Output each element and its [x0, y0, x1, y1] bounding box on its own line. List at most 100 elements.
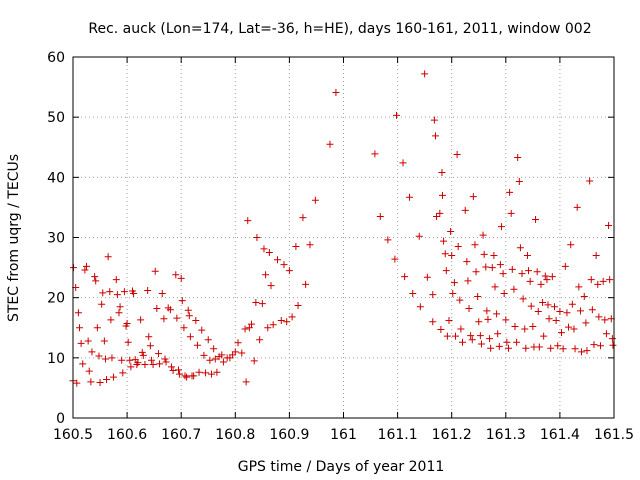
data-point	[81, 266, 89, 274]
data-point	[467, 332, 475, 340]
data-point	[190, 372, 198, 380]
data-point	[139, 351, 147, 359]
data-point	[145, 333, 153, 341]
data-point	[450, 279, 458, 287]
y-tick-label: 40	[47, 170, 65, 186]
data-point	[104, 253, 112, 261]
data-point	[513, 338, 521, 346]
data-point	[73, 379, 81, 387]
data-point	[219, 358, 227, 366]
data-point	[559, 345, 567, 353]
chart-title: Rec. auck (Lon=174, Lat=-36, h=HE), days…	[88, 21, 591, 37]
data-point	[176, 370, 184, 378]
data-point	[588, 306, 596, 314]
data-point	[156, 360, 164, 368]
data-point	[183, 373, 191, 381]
data-point	[502, 316, 510, 324]
data-point	[256, 336, 264, 344]
data-point	[371, 150, 379, 158]
data-point	[180, 324, 188, 332]
data-point	[431, 132, 439, 140]
data-point	[533, 268, 541, 276]
data-point	[127, 363, 135, 371]
y-tick-label: 30	[47, 231, 65, 247]
data-point	[376, 212, 384, 220]
data-point	[602, 330, 610, 338]
data-point	[178, 297, 186, 305]
data-point	[525, 267, 533, 275]
data-point	[70, 264, 78, 272]
data-point	[475, 318, 483, 326]
data-point	[416, 303, 424, 311]
data-point	[463, 258, 471, 266]
data-point	[488, 264, 496, 272]
data-point	[439, 191, 447, 199]
data-point	[441, 250, 449, 258]
data-point	[468, 336, 476, 344]
data-point	[539, 298, 547, 306]
data-point	[580, 292, 588, 300]
data-point	[288, 313, 296, 321]
data-point	[141, 360, 149, 368]
x-tick-label: 161.4	[540, 427, 580, 443]
data-point	[497, 223, 505, 231]
data-point	[158, 289, 166, 297]
data-point	[147, 356, 155, 364]
data-point	[200, 351, 208, 359]
data-point	[415, 232, 423, 240]
data-point	[391, 255, 399, 263]
y-axis-label: STEC from uqrg / TECUs	[6, 154, 22, 322]
y-tick-label: 10	[47, 351, 65, 367]
data-point	[605, 221, 613, 229]
data-point	[461, 206, 469, 214]
data-point	[456, 296, 464, 304]
data-point	[423, 273, 431, 281]
data-point	[406, 193, 414, 201]
data-point	[115, 309, 123, 317]
data-point	[160, 315, 168, 323]
data-point	[443, 332, 451, 340]
x-tick-label: 161	[330, 427, 357, 443]
data-point	[119, 369, 127, 377]
data-point	[166, 306, 174, 314]
data-point	[601, 316, 609, 324]
data-point	[437, 326, 445, 334]
data-point	[311, 196, 319, 204]
data-point	[552, 317, 560, 325]
data-point	[565, 323, 573, 331]
data-point	[85, 367, 93, 375]
data-point	[563, 309, 571, 317]
data-point	[262, 271, 270, 279]
data-point	[107, 316, 115, 324]
data-point	[144, 286, 152, 294]
x-tick-label: 161.5	[594, 427, 634, 443]
data-point	[508, 265, 516, 273]
data-point	[151, 267, 159, 275]
data-point	[211, 355, 219, 363]
data-point	[449, 289, 457, 297]
data-point	[609, 341, 617, 349]
data-point	[241, 325, 249, 333]
data-point	[302, 280, 310, 288]
data-point	[299, 214, 307, 222]
data-point	[238, 349, 246, 357]
data-point	[234, 339, 242, 347]
data-point	[326, 140, 334, 148]
data-point	[184, 306, 192, 314]
data-point	[75, 324, 83, 332]
data-point	[535, 343, 543, 351]
data-point	[118, 356, 126, 364]
data-point	[480, 250, 488, 258]
data-point	[487, 344, 495, 352]
data-point	[149, 360, 157, 368]
x-tick-label: 161.2	[432, 427, 472, 443]
data-point	[469, 193, 477, 201]
data-point	[534, 308, 542, 316]
data-point	[507, 209, 515, 217]
data-point	[192, 317, 200, 325]
x-tick-label: 160.8	[215, 427, 255, 443]
data-point	[500, 289, 508, 297]
data-point	[265, 249, 273, 257]
data-point	[204, 336, 212, 344]
